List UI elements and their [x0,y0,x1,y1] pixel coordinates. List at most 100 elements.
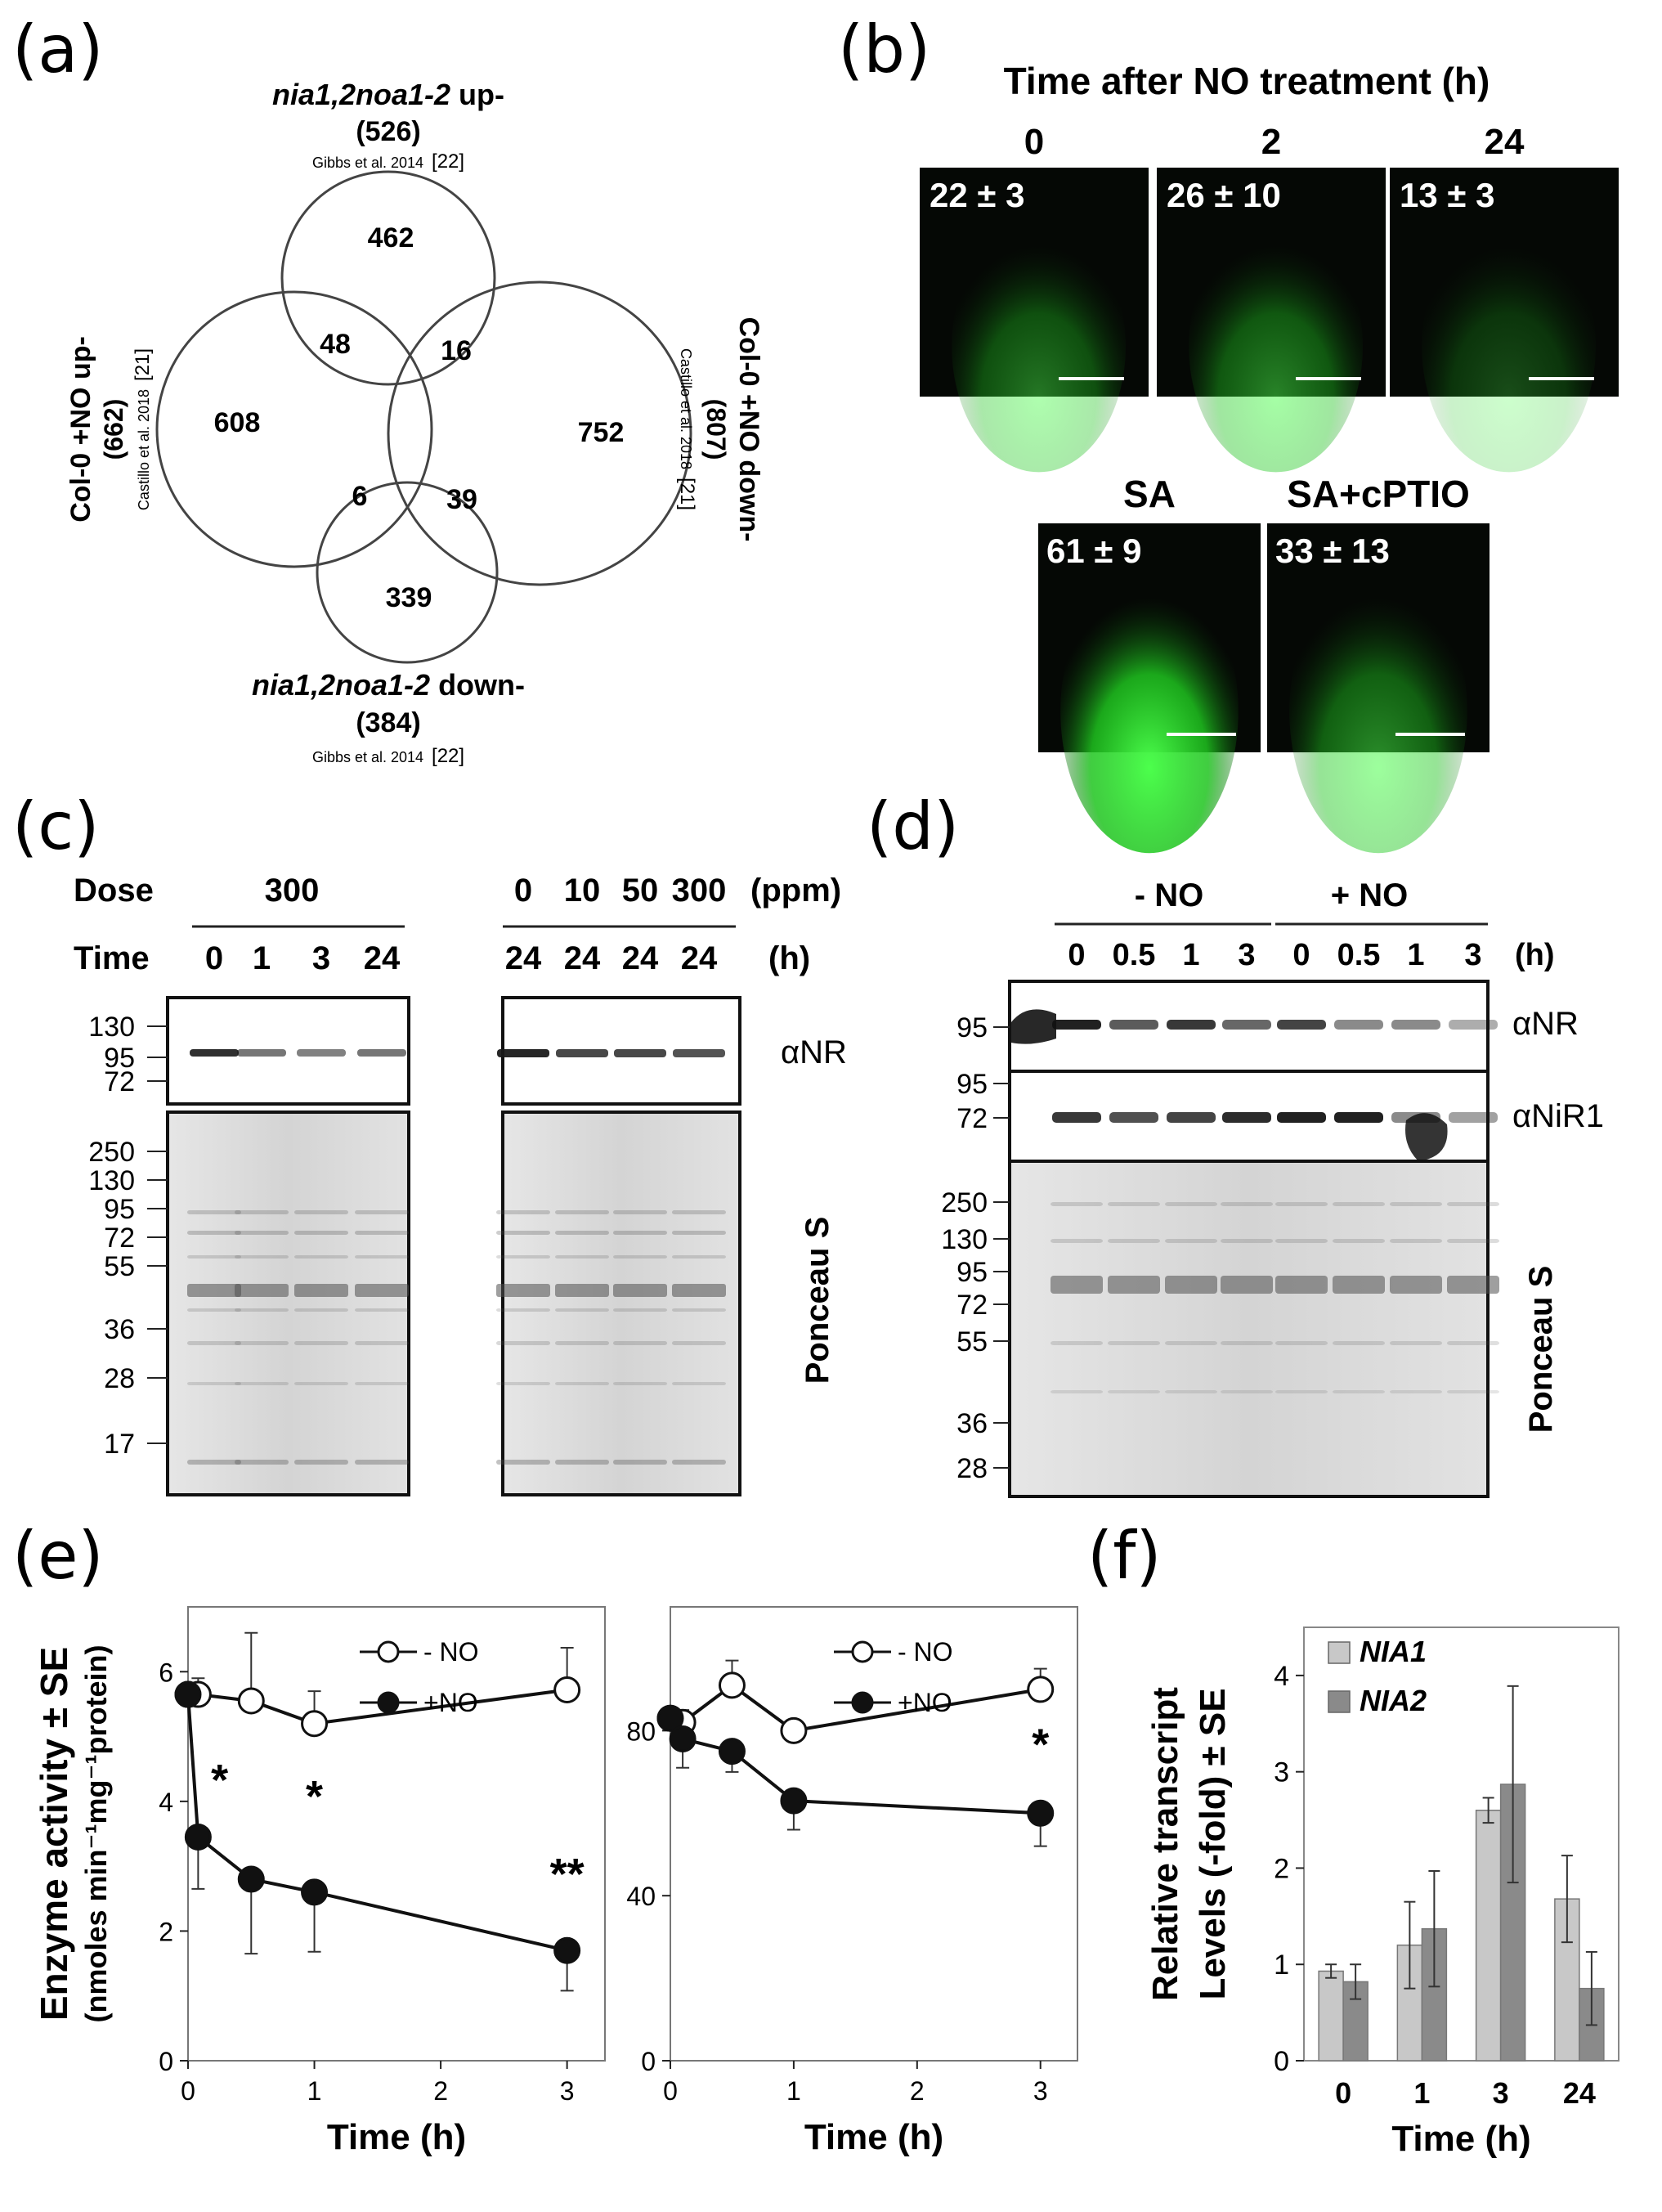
nr-band [614,1049,666,1057]
nr-band [1449,1020,1498,1030]
left-dose-value: 300 [265,873,320,909]
ponceau-band [555,1284,609,1297]
root-fluorescence [1422,220,1596,473]
ponceau-band [672,1460,726,1465]
ponceau-band [187,1382,241,1385]
lane-time-label: 3 [312,940,330,976]
ponceau-band [613,1231,667,1235]
blot-smear [1405,1113,1448,1161]
micrograph-treatment-label: SA [1123,473,1176,515]
ponceau-blot-right [501,1110,741,1496]
micrograph-intensity-value: 61 ± 9 [1046,532,1141,570]
nir-band [1167,1112,1216,1123]
y-axis-unit: Levels (-fold) ± SE [1193,1688,1233,1999]
venn-value-right-bottom: 39 [446,484,477,515]
ponceau-band [235,1231,289,1235]
micrograph-row-top: 022 ± 3 2 26 ± 10 24 13 ± 3 [920,122,1619,473]
data-point-open [718,1671,746,1699]
ponceau-band [355,1382,409,1385]
ponceau-band [1275,1341,1328,1345]
x-tick-label: 2 [433,2076,448,2106]
data-point-filled [656,1704,684,1732]
lane-time-label: 0 [1292,938,1310,972]
mw-marker: 28 [956,1453,988,1484]
significance-marker: * [1032,1721,1049,1770]
panel-f: (f) 0 1 2 3 4 0 1 3 24 NIA1 NIA2 Time (h) Relative t… [1087,1518,1619,2159]
root-fluorescence [1189,220,1363,473]
x-tick-label: 1 [786,2076,801,2106]
ponceau-band [1447,1202,1499,1206]
ponceau-blot-left [166,1110,410,1496]
mw-marker: 72 [104,1223,135,1254]
significance-marker: ** [550,1850,585,1899]
ponceau-band [235,1460,289,1465]
venn-right-count: (807) [701,399,731,460]
panel-b-title: Time after NO treatment (h) [1004,60,1490,102]
micrograph-intensity-value: 13 ± 3 [1400,176,1494,214]
nr-band [673,1049,725,1057]
venn-left-count: (662) [99,399,128,460]
ponceau-band [187,1255,241,1259]
ponceau-band [355,1210,409,1214]
y-axis-label: Relative transcript [1145,1687,1185,2001]
ponceau-band [294,1255,348,1259]
ponceau-band [187,1284,241,1297]
x-tick-label: 0 [663,2076,678,2106]
venn-value-top-left: 48 [320,329,351,360]
ponceau-band [672,1382,726,1385]
y-tick-label: 2 [159,1917,173,1946]
nr-band [497,1049,549,1057]
nir-band [1222,1112,1271,1123]
panel-c-lane-labels: 0 1 3 240 10 50 300 (ppm)24 24 24 24 (h) [205,873,841,976]
ponceau-band [1447,1390,1499,1393]
ponceau-band [555,1308,609,1312]
lane-time-label: 24 [681,940,718,976]
legend-label: +NO [898,1688,952,1717]
group-label: - NO [1135,877,1203,913]
venn-value-bottom-only: 339 [386,582,432,613]
y-tick-label: 6 [159,1658,173,1687]
legend-swatch [1328,1641,1351,1664]
x-tick-label: 24 [1563,2076,1596,2110]
ponceau-band [355,1255,409,1259]
ponceau-band [355,1231,409,1235]
x-axis-label: Time (h) [804,2117,943,2157]
micrograph-time-label: 2 [1261,122,1281,162]
blot-smear [1011,1009,1056,1044]
data-point-filled [553,1936,581,1964]
mw-marker: 250 [941,1187,988,1218]
mw-marker: 95 [104,1043,135,1074]
ponceau-band [613,1284,667,1297]
ponceau-band [496,1460,550,1465]
d-nr-label: αNR [1512,1006,1579,1042]
ponceau-band [1447,1341,1499,1345]
ponceau-band [1221,1202,1273,1206]
lane-time-label: 0 [1068,938,1085,972]
venn-value-top-right: 16 [441,335,472,366]
y-axis-unit: (nmoles min⁻¹mg⁻¹protein) [79,1645,113,2023]
panel-letter-d: (d) [867,788,959,864]
panel-e: (e) 0 2 4 6 0 1 2 3 Time (h) Enzyme activity ± SE… [12,1518,1078,2157]
y-tick-label: 0 [641,2047,656,2076]
ponceau-band [1108,1276,1160,1294]
c-nr-label: αNR [781,1034,847,1070]
ponceau-band [187,1341,241,1345]
ponceau-band [1333,1276,1385,1294]
y-tick-label: 2 [1274,1853,1289,1884]
x-tick-label: 3 [560,2076,575,2106]
data-point-filled [237,1865,265,1893]
ponceau-band [496,1210,550,1214]
data-point-filled [780,1787,808,1815]
ponceau-band [294,1231,348,1235]
mw-marker: 95 [104,1194,135,1225]
ponceau-band [555,1341,609,1345]
ponceau-band [496,1284,550,1297]
mw-marker: 72 [956,1103,988,1134]
venn-top-title: nia1,2noa1-2 up- [272,78,504,111]
lane-time-label: 24 [564,940,601,976]
data-point-filled [669,1725,697,1752]
mw-marker: 72 [104,1066,135,1097]
panel-letter-a: (a) [12,11,103,87]
data-point-open [553,1676,581,1703]
y-tick-label: 0 [159,2047,173,2076]
